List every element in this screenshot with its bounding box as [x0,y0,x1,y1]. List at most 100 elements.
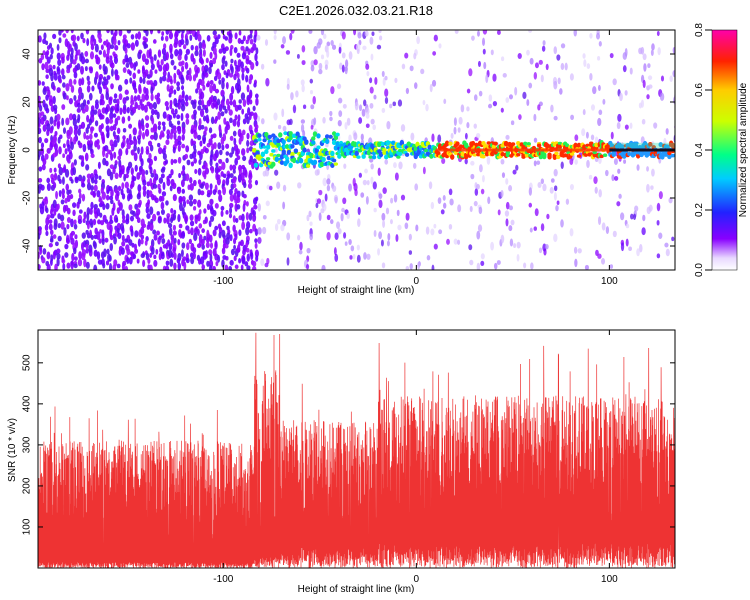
spectrogram-cell [133,138,138,146]
spectrogram-cell [118,248,122,256]
spectrogram-cell [166,134,170,140]
spectrogram-cell [45,207,49,214]
colorbar: 0.00.20.40.60.8 Normalized spectral ampl… [694,23,749,277]
spectrogram-cell [164,159,169,165]
spectrogram-cell [433,34,438,42]
spectrogram-cell [214,88,220,94]
spectrogram-cell [90,148,94,155]
spectrogram-cell [72,202,77,208]
spectrogram-cell [149,144,154,152]
spectrogram-cell [369,77,373,84]
spectrogram-cell [172,125,177,131]
spectrogram-cell [276,153,281,157]
spectrogram-cell [185,38,189,46]
spectrogram-cell [152,177,157,186]
spectrogram-cell [519,142,524,147]
spectrogram-cell [193,179,197,187]
spectrogram-cell [66,207,71,215]
spectrogram-cell [128,70,132,76]
spectrogram-cell [592,152,597,158]
spectrogram-cell [230,85,235,95]
spectrogram-cell [192,74,197,82]
spectrogram-cell [218,48,223,54]
spectrogram-cell [674,191,675,193]
spectrogram-cell [542,153,547,160]
spectrogram-cell [193,109,197,116]
spectrogram-cell [198,117,202,127]
spectrogram-y-tick-label: -40 [22,238,33,253]
spectrogram-cell [601,222,606,231]
spectrogram-cell [341,207,345,213]
spectrogram-cell [125,62,130,68]
spectrogram-cell [193,113,197,121]
spectrogram-cell [247,48,251,56]
spectrogram-cell [534,62,539,69]
spectrogram-cell [195,88,199,94]
spectrogram-cell [114,117,119,126]
spectrogram-cell [154,69,158,74]
spectrogram-cell [255,97,259,106]
spectrogram-cell [555,204,559,212]
spectrogram-cell [632,151,637,156]
spectrogram-cell [501,172,506,178]
spectrogram-cell [242,35,246,42]
spectrogram-cell [345,149,351,154]
spectrogram-cell [248,172,253,181]
spectrogram-cell [243,181,247,189]
spectrogram-cell [106,189,110,195]
spectrogram-cell [282,36,286,45]
spectrogram-cell [310,104,315,110]
spectrogram-cell [142,259,146,268]
spectrogram-cell [55,241,59,247]
snr-x-tick-label: 100 [601,574,618,585]
spectrogram-cell [642,79,646,89]
spectrogram-cell [470,160,475,166]
spectrogram-cell [49,208,53,216]
spectrogram-cell [202,49,206,57]
spectrogram-cell [230,65,234,75]
spectrogram-cell [374,76,378,85]
spectrogram-cell [253,139,259,143]
spectrogram-cell [52,64,56,70]
spectrogram-cell [105,56,110,64]
spectrogram-cell [176,257,181,264]
spectrogram-cell [176,85,181,92]
spectrogram-cell [227,104,231,111]
spectrogram-cell [69,194,74,200]
spectrogram-cell [198,51,203,59]
spectrogram-cell [457,239,461,245]
spectrogram-cell [52,95,56,105]
spectrogram-cell [337,153,342,159]
spectrogram-cell [217,142,222,150]
spectrogram-cell [257,137,262,142]
spectrogram-cell [528,30,533,33]
spectrogram-cell [177,144,181,152]
spectrogram-cell [209,158,213,167]
spectrogram-cell [80,121,86,130]
spectrogram-cell [384,154,389,160]
spectrogram-cell [651,43,655,51]
spectrogram-cell [496,30,501,35]
spectrogram-cell [78,188,82,194]
spectrogram-cell [246,147,250,154]
spectrogram-cell [301,45,306,53]
spectrogram-cell [53,223,58,230]
spectrogram-cell [58,37,62,44]
spectrogram-cell [208,138,213,146]
spectrogram-cell [540,178,545,185]
spectrogram-cell [378,151,384,158]
spectrogram-cell [145,202,150,209]
spectrogram-cell [86,75,90,82]
spectrogram-cell [458,144,464,149]
spectrogram-cell [446,238,450,245]
spectrogram-cell [92,192,96,198]
spectrogram-cell [301,84,305,93]
spectrogram-cell [229,206,233,215]
spectrogram-cell [173,237,177,244]
spectrogram-cell [57,235,62,242]
spectrogram-cell [126,106,130,114]
spectrogram-cell [121,262,125,270]
spectrogram-cell [253,162,259,168]
spectrogram-cell [232,130,237,137]
spectrogram-cell [184,61,189,70]
